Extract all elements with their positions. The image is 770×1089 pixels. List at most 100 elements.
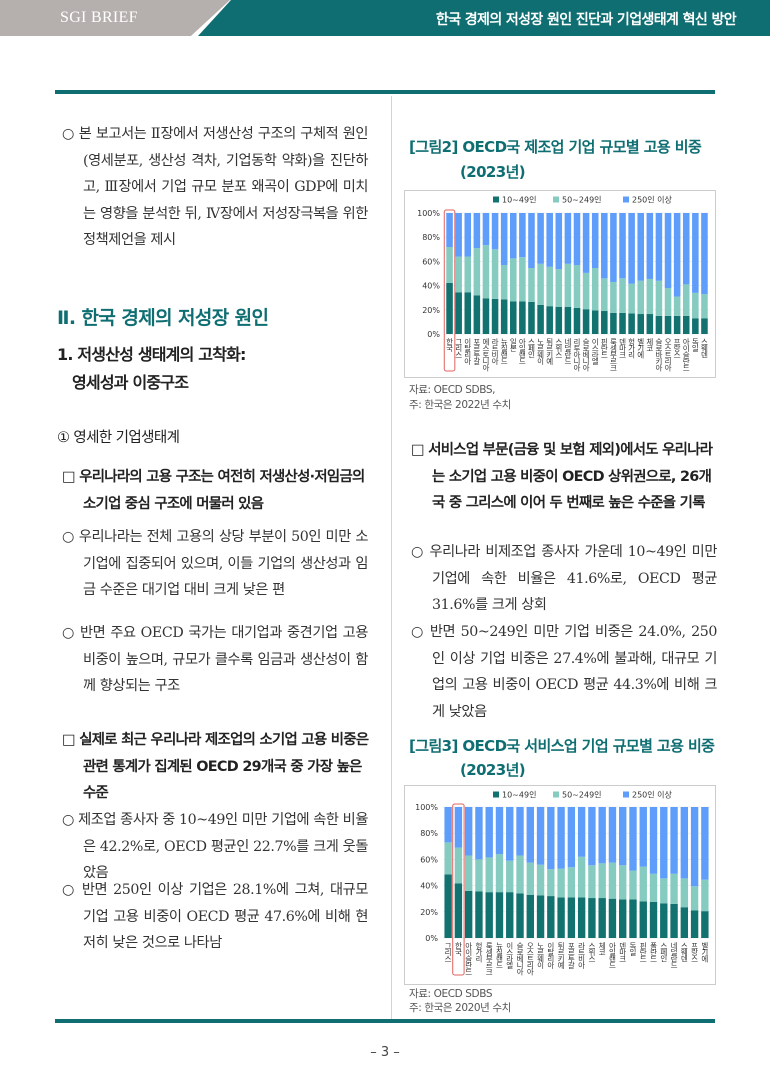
bar-segment: [495, 892, 504, 938]
bar-segment: [692, 292, 699, 319]
paragraph-4: ○ 반면 250인 이상 기업은 28.1%에 그쳐, 대규모 기업 고용 비중…: [62, 882, 368, 951]
x-tick-label: 스위스: [554, 338, 563, 358]
bar-segment: [547, 807, 555, 870]
bar-segment: [660, 903, 668, 938]
x-tick-label: 룩셈부르크: [609, 338, 618, 371]
bar-segment: [682, 213, 690, 285]
subsub-title: ① 영세한 기업생태계: [57, 430, 180, 446]
bar-segment: [639, 866, 647, 902]
x-tick-label: 핀란드: [600, 338, 609, 358]
bar-segment: [619, 312, 626, 334]
x-tick-label: 프랑스: [673, 338, 682, 358]
legend-swatch: [553, 791, 559, 798]
figure2-chart: 10~49인 50~249인 250인 이상 0% 20% 40% 60% 80% 100% 한국…: [404, 190, 716, 378]
bar-segment: [598, 863, 606, 899]
bar-segment: [637, 314, 645, 334]
x-tick-label: 라트비아: [577, 942, 586, 971]
legend-swatch: [623, 196, 629, 203]
bar-segment: [491, 298, 499, 334]
bar-segment: [506, 892, 514, 938]
x-tick-label: 네덜란드: [670, 942, 679, 969]
bar-segment: [670, 873, 678, 904]
x-tick-label: 이탈리아: [463, 337, 472, 367]
bar-segment: [608, 807, 617, 863]
bar-segment: [577, 856, 586, 898]
x-tick-label: 포르투갈: [472, 338, 481, 365]
x-tick-label: 한국: [454, 942, 463, 958]
paragraph-6: ○ 반면 50~249인 미만 기업 비중은 24.0%, 250인 이상 기업…: [411, 624, 717, 720]
bar-segment: [646, 278, 654, 315]
bar-segment: [519, 213, 526, 258]
bar-segment: [588, 865, 596, 899]
bar-segment: [577, 807, 586, 857]
legend-label: 10~49인: [502, 195, 536, 205]
bar-segment: [528, 213, 535, 269]
bar-segment: [546, 306, 553, 334]
legend-label: 250인 이상: [632, 790, 673, 800]
bar-segment: [454, 807, 463, 848]
bar-segment: [547, 869, 555, 897]
legend-label: 50~249인: [562, 790, 602, 800]
bar-segment: [649, 901, 658, 938]
bar-segment: [682, 284, 690, 316]
x-tick-label: 스페인: [659, 942, 668, 963]
bar-segment: [619, 865, 627, 900]
bar-segment: [519, 301, 526, 334]
y-tick-label: 100%: [415, 803, 438, 812]
bar-segment: [701, 213, 708, 295]
bar-segment: [701, 807, 709, 880]
legend-label: 250인 이상: [632, 195, 673, 205]
bar-segment: [573, 265, 581, 308]
x-tick-label: 리투아니아: [573, 338, 582, 373]
x-tick-label: 폴란드: [649, 942, 658, 962]
bar-segment: [582, 309, 590, 334]
bar-segment: [610, 312, 617, 334]
x-tick-label: 스페인: [527, 338, 536, 359]
bar-segment: [526, 862, 534, 895]
header-brand-band: [0, 0, 230, 36]
y-tick-label: 20%: [420, 908, 438, 917]
bar-segment: [664, 288, 672, 316]
header-title: 한국 경제의 저성장 원인 진단과 기업생태계 혁신 방안: [435, 12, 737, 28]
section-title: Ⅱ. 한국 경제의 저성장 원인: [57, 307, 269, 329]
x-tick-label: 벨기에: [636, 338, 645, 360]
x-tick-label: 에스토니아: [481, 338, 490, 373]
bar-segment: [591, 213, 599, 269]
legend-label: 10~49인: [502, 790, 536, 800]
bar-segment: [588, 807, 596, 866]
bar-segment: [649, 807, 658, 874]
x-tick-label: 슬로바키아: [654, 338, 663, 373]
bar-segment: [516, 855, 524, 894]
bar-segment: [564, 213, 572, 264]
subsection-title-line1: 1. 저생산성 생태계의 고착화:: [57, 345, 246, 364]
bar-segment: [473, 213, 481, 249]
x-tick-label: 핀란드: [639, 942, 648, 962]
bar-segment: [649, 873, 658, 902]
x-tick-label: 아이슬란드: [464, 941, 473, 975]
bar-segment: [639, 807, 647, 867]
bar-segment: [526, 807, 534, 863]
x-tick-label: 덴마크: [618, 338, 627, 358]
bar-segment: [619, 807, 627, 866]
bar-segment: [464, 213, 472, 257]
bar-segment: [673, 213, 681, 297]
legend-swatch: [623, 791, 629, 798]
bar-segment: [701, 294, 708, 319]
column-divider: [391, 96, 392, 1021]
bar-segment: [655, 315, 663, 334]
bar-segment: [455, 292, 462, 334]
bar-segment: [629, 870, 637, 900]
bar-segment: [464, 292, 472, 334]
bar-segment: [680, 878, 689, 908]
bar-segment: [564, 306, 572, 334]
bar-segment: [444, 807, 452, 843]
figure2-svg: 10~49인 50~249인 250인 이상 0% 20% 40% 60% 80% 100% 한국…: [417, 195, 709, 373]
bar-segment: [598, 807, 606, 864]
figure2-title: [그림2] OECD국 제조업 기업 규모별 고용 비중: [409, 138, 702, 156]
y-tick-label: 100%: [417, 209, 440, 218]
bar-segment: [516, 807, 524, 856]
bar-segment: [588, 898, 596, 938]
figure3-title: [그림3] OECD국 서비스업 기업 규모별 고용 비중: [409, 737, 715, 755]
bar-segment: [591, 268, 599, 311]
x-tick-label: 슬로베니아: [516, 942, 525, 977]
